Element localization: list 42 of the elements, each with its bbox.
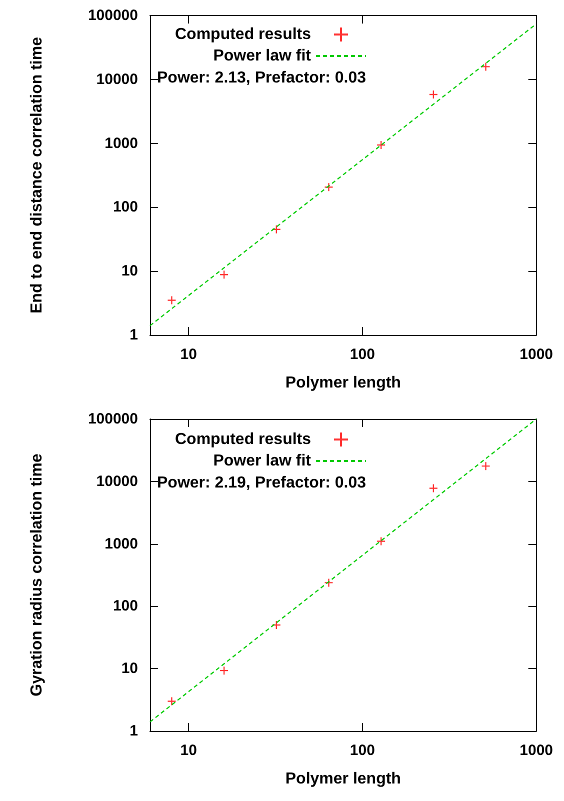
y-tick-label: 10000 xyxy=(96,472,138,490)
point xyxy=(376,536,386,546)
legend-label: Computed results xyxy=(175,431,312,448)
x-tick-label: 100 xyxy=(350,742,375,759)
x-tick-label: 1000 xyxy=(520,346,554,363)
point xyxy=(428,484,438,493)
x-tick-label: 10 xyxy=(180,742,197,759)
y-tick-label: 1000 xyxy=(104,535,138,552)
point xyxy=(167,296,176,305)
x-axis-title: Polymer length xyxy=(285,374,401,392)
point xyxy=(324,578,334,588)
annotation: Power: 2.13, Prefactor: 0.03 xyxy=(157,70,366,86)
point xyxy=(376,140,386,150)
point xyxy=(219,666,229,676)
legend-label: Power law fit xyxy=(213,48,312,64)
y-tick-label: 100 xyxy=(112,198,138,216)
point xyxy=(219,270,229,280)
y-axis-title: Gyration radius correlation time xyxy=(28,454,46,696)
point xyxy=(428,90,438,100)
x-tick-label: 100 xyxy=(350,346,375,363)
x-axis-title: Polymer length xyxy=(285,770,401,788)
y-tick-label: 100000 xyxy=(88,410,138,428)
point xyxy=(481,62,490,72)
y-tick-label: 10000 xyxy=(96,70,138,88)
y-tick-label: 10 xyxy=(121,262,138,280)
annotation: Power: 2.19, Prefactor: 0.03 xyxy=(157,474,366,492)
point xyxy=(272,620,282,630)
x-tick-label: 1000 xyxy=(520,742,554,759)
y-tick-label: 1000 xyxy=(104,134,138,152)
legend-label: Power law fit xyxy=(213,452,312,470)
y-tick-label: 1 xyxy=(130,326,138,344)
y-tick-label: 100 xyxy=(112,598,138,615)
x-tick-label: 10 xyxy=(180,346,197,363)
point xyxy=(324,182,334,192)
y-tick-label: 10 xyxy=(121,660,138,678)
point xyxy=(167,696,176,706)
legend-label: Computed results xyxy=(175,26,312,43)
point xyxy=(272,224,282,234)
point xyxy=(481,461,490,471)
y-tick-label: 100000 xyxy=(88,7,138,24)
y-axis-title: End to end distance correlation time xyxy=(28,36,46,314)
y-tick-label: 1 xyxy=(130,722,138,740)
